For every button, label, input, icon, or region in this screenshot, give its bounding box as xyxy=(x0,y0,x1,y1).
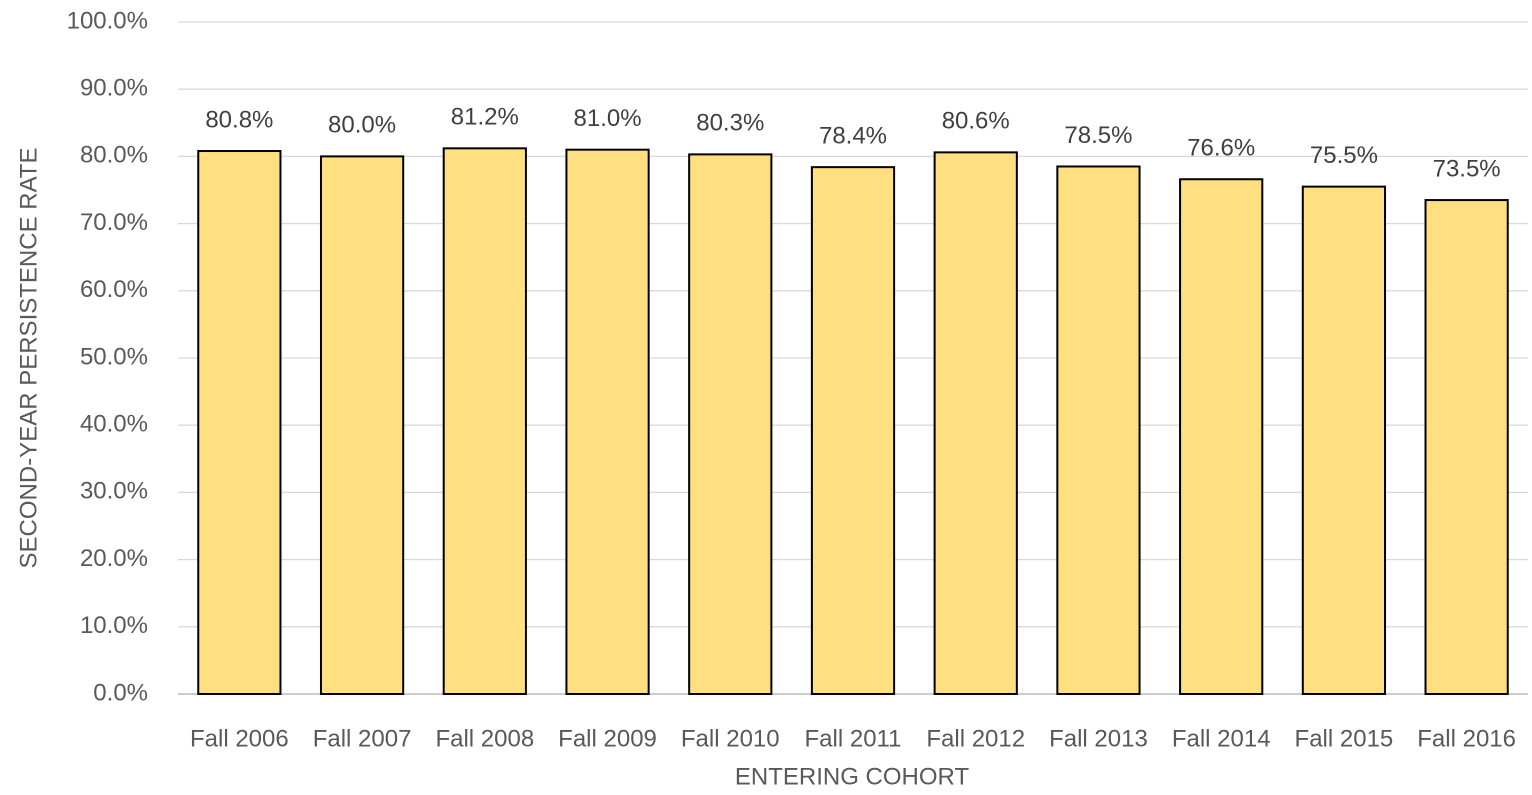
data-label: 80.6% xyxy=(942,108,1010,135)
data-label: 73.5% xyxy=(1433,155,1501,182)
x-axis-title: ENTERING COHORT xyxy=(735,763,970,790)
x-tick-label: Fall 2008 xyxy=(435,725,534,752)
x-tick-label: Fall 2014 xyxy=(1172,725,1271,752)
x-tick-label: Fall 2013 xyxy=(1049,725,1148,752)
bar xyxy=(1179,178,1264,696)
bar xyxy=(688,153,773,696)
data-label: 75.5% xyxy=(1310,142,1378,169)
y-tick-label: 80.0% xyxy=(80,142,148,169)
y-tick-label: 70.0% xyxy=(80,209,148,236)
bar xyxy=(810,166,896,696)
x-tick-label: Fall 2012 xyxy=(926,725,1025,752)
y-tick-label: 40.0% xyxy=(80,411,148,438)
data-label: 80.3% xyxy=(696,110,764,137)
data-label: 81.0% xyxy=(574,105,642,132)
y-axis-title: SECOND-YEAR PERSISTENCE RATE xyxy=(15,148,42,569)
bar xyxy=(1301,185,1387,695)
data-label: 80.8% xyxy=(205,106,273,133)
data-label: 80.0% xyxy=(328,112,396,139)
y-tick-label: 10.0% xyxy=(80,612,148,639)
data-label: 81.2% xyxy=(451,104,519,131)
x-tick-label: Fall 2006 xyxy=(190,725,289,752)
bar xyxy=(319,155,405,695)
bar xyxy=(1056,165,1141,696)
y-tick-label: 30.0% xyxy=(80,478,148,505)
data-label: 78.5% xyxy=(1064,122,1132,149)
x-tick-label: Fall 2015 xyxy=(1295,725,1394,752)
x-tick-label: Fall 2009 xyxy=(558,725,657,752)
y-tick-label: 90.0% xyxy=(80,75,148,102)
data-label: 78.4% xyxy=(819,122,887,149)
bar xyxy=(197,150,282,696)
y-tick-label: 100.0% xyxy=(67,7,148,34)
bar xyxy=(442,147,527,695)
y-tick-label: 0.0% xyxy=(93,679,148,706)
x-tick-label: Fall 2011 xyxy=(805,725,902,752)
y-tick-label: 50.0% xyxy=(80,343,148,370)
y-tick-label: 60.0% xyxy=(80,276,148,303)
bar xyxy=(565,148,650,695)
x-tick-label: Fall 2010 xyxy=(681,725,780,752)
bar xyxy=(1424,199,1509,696)
data-label: 76.6% xyxy=(1187,135,1255,162)
y-tick-label: 20.0% xyxy=(80,545,148,572)
x-tick-label: Fall 2007 xyxy=(313,725,412,752)
x-tick-label: Fall 2016 xyxy=(1417,725,1516,752)
bar xyxy=(933,151,1018,696)
